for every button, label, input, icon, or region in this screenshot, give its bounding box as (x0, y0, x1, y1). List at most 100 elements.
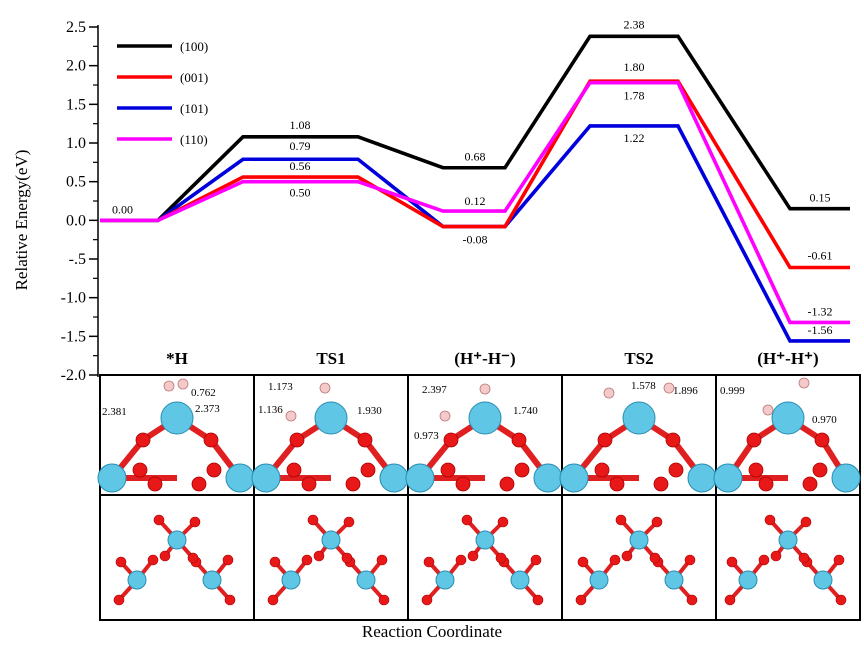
oxygen-atom (514, 462, 530, 478)
hydrogen-atom (663, 382, 675, 394)
oxygen-atom (812, 462, 828, 478)
data-label: 1.78 (624, 89, 645, 103)
metal-atom (468, 401, 502, 435)
oxygen-atom (423, 556, 435, 568)
stage-label: (H⁺-H⁺) (757, 349, 818, 368)
y-tick-label: -1.0 (61, 290, 86, 307)
oxygen-atom (455, 554, 467, 566)
oxygen-atom (206, 462, 222, 478)
oxygen-atom (301, 554, 313, 566)
oxygen-atom (421, 594, 433, 606)
oxygen-atom (609, 476, 625, 492)
oxygen-atom (159, 550, 171, 562)
oxygen-atom (802, 476, 818, 492)
metal-atom (738, 570, 758, 590)
top-view-structure (575, 514, 698, 606)
hydrogen-atom (762, 404, 774, 416)
oxygen-atom (147, 476, 163, 492)
oxygen-atom (621, 550, 633, 562)
oxygen-atom (594, 462, 610, 478)
y-tick-label: 1.0 (66, 135, 86, 152)
structure-panels: *H 0.762 2.381 2.373 TS1 1.173 1.136 1.930 (H⁺-H… (97, 349, 861, 621)
data-label: 0.56 (290, 159, 311, 173)
metal-atom (813, 570, 833, 590)
bond-length-label: 0.999 (720, 385, 745, 397)
metal-atom (622, 401, 656, 435)
oxygen-atom (575, 594, 587, 606)
oxygen-atom (665, 432, 681, 448)
oxygen-atom (113, 594, 125, 606)
metal-atom (713, 463, 743, 493)
bond-length-label: 2.397 (422, 384, 447, 396)
y-axis: 2.5 2.0 1.5 1.0 0.5 0.0 -.5 -1.0 -1.5 -2.0 (61, 19, 99, 384)
legend-label: (100) (180, 39, 208, 54)
metal-atom (831, 463, 861, 493)
oxygen-atom (668, 462, 684, 478)
oxygen-atom (467, 550, 479, 562)
data-label: 2.38 (624, 17, 645, 31)
series-line (100, 80, 850, 325)
metal-atom (321, 530, 341, 550)
legend: (100) (001) (101) (110) (117, 39, 208, 147)
oxygen-atom (313, 550, 325, 562)
oxygen-atom (651, 516, 663, 528)
oxygen-atom (307, 514, 319, 526)
oxygen-atom (343, 516, 355, 528)
y-tick-label: 1.5 (66, 96, 86, 113)
oxygen-atom (191, 476, 207, 492)
legend-label: (110) (180, 132, 208, 147)
oxygen-atom (609, 554, 621, 566)
y-axis-title: Relative Energy(eV) (12, 150, 31, 291)
oxygen-atom (222, 554, 234, 566)
data-label: 0.15 (810, 191, 831, 205)
x-axis-title: Reaction Coordinate (361, 622, 503, 641)
oxygen-atom (443, 432, 459, 448)
oxygen-atom (653, 476, 669, 492)
metal-atom (435, 570, 455, 590)
oxygen-atom (132, 462, 148, 478)
metal-atom (127, 570, 147, 590)
data-label: 0.00 (112, 202, 133, 216)
metal-atom (356, 570, 376, 590)
oxygen-atom (758, 554, 770, 566)
y-tick-label: -2.0 (61, 367, 86, 384)
series-line (100, 79, 850, 270)
oxygen-atom (597, 432, 613, 448)
hydrogen-atom (798, 377, 810, 389)
oxygen-atom (684, 554, 696, 566)
hydrogen-atom (479, 383, 491, 395)
data-label: 0.12 (465, 194, 486, 208)
metal-atom (97, 463, 127, 493)
stage-label: TS2 (624, 349, 653, 368)
top-view-structure (113, 514, 236, 606)
metal-atom (202, 570, 222, 590)
oxygen-atom (497, 516, 509, 528)
oxygen-atom (301, 476, 317, 492)
oxygen-atom (269, 556, 281, 568)
y-tick-label: 2.5 (66, 19, 86, 36)
legend-label: (101) (180, 101, 208, 116)
side-view-structure: 2.397 0.973 1.740 (405, 383, 563, 493)
oxygen-atom (511, 432, 527, 448)
oxygen-atom (577, 556, 589, 568)
oxygen-atom (187, 552, 199, 564)
oxygen-atom (267, 594, 279, 606)
side-view-structure: 1.173 1.136 1.930 (251, 381, 409, 493)
bond-length-label: 1.578 (631, 380, 656, 392)
metal-atom (559, 463, 589, 493)
bond-length-label: 1.896 (673, 385, 698, 397)
top-view-structure (421, 514, 544, 606)
metal-atom (533, 463, 563, 493)
data-label: 0.79 (290, 139, 311, 153)
metal-atom (225, 463, 255, 493)
hydrogen-atom (285, 410, 297, 422)
bond-length-label: 0.970 (812, 414, 837, 426)
bond-length-label: 1.740 (513, 405, 538, 417)
oxygen-atom (345, 476, 361, 492)
oxygen-atom (115, 556, 127, 568)
oxygen-atom (686, 594, 698, 606)
oxygen-atom (378, 594, 390, 606)
data-label: -0.61 (808, 249, 833, 263)
oxygen-atom (724, 594, 736, 606)
